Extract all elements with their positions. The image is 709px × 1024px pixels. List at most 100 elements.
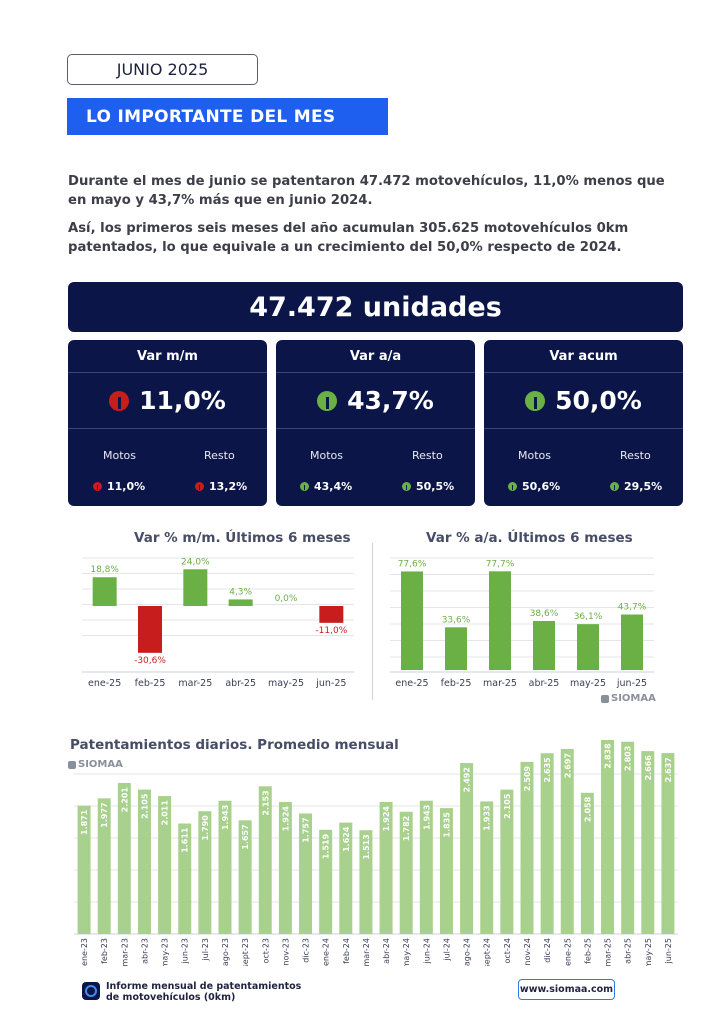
motos-value: 11,0% bbox=[93, 480, 145, 493]
bar bbox=[520, 761, 534, 934]
bar bbox=[401, 571, 423, 670]
data-label: 4,3% bbox=[229, 587, 252, 597]
card-breakdown: Motos Resto 50,6% 29,5% bbox=[484, 429, 683, 506]
bar bbox=[339, 822, 353, 934]
tick-label: ene-25 bbox=[88, 678, 121, 689]
data-label: 2.697 bbox=[563, 753, 572, 778]
tick-label: mar-25 bbox=[604, 938, 613, 966]
data-label: 1.924 bbox=[382, 806, 391, 832]
card-var-aa: Var a/a 43,7% Motos Resto 43,4% 50,5% bbox=[276, 340, 475, 506]
bar bbox=[178, 823, 192, 934]
bar bbox=[218, 800, 232, 934]
card-var-acum: Var acum 50,0% Motos Resto 50,6% 29,5% bbox=[484, 340, 683, 506]
tick-label: jul-24 bbox=[442, 938, 451, 962]
data-label: 2.635 bbox=[543, 757, 552, 783]
tick-label: ago-24 bbox=[463, 938, 472, 966]
bar bbox=[533, 620, 555, 670]
siomaa-logo-icon bbox=[601, 694, 609, 703]
motos-label: Motos bbox=[518, 449, 551, 462]
bar bbox=[92, 577, 117, 606]
tick-label: ene-25 bbox=[395, 678, 428, 689]
data-label: 1.943 bbox=[221, 805, 230, 830]
bar bbox=[500, 789, 514, 934]
data-label: 38,6% bbox=[530, 609, 559, 619]
bar bbox=[577, 624, 599, 670]
bar bbox=[489, 571, 511, 670]
resto-value: 13,2% bbox=[195, 480, 247, 493]
resto-value-text: 29,5% bbox=[624, 480, 663, 493]
tick-label: feb-25 bbox=[583, 938, 592, 964]
data-label: 77,6% bbox=[398, 559, 427, 569]
data-label: 1.624 bbox=[342, 826, 351, 852]
motos-value-text: 50,6% bbox=[522, 480, 561, 493]
bar bbox=[661, 753, 675, 934]
data-label: 1.611 bbox=[181, 827, 190, 853]
up-arrow-icon bbox=[610, 482, 619, 491]
tick-label: may-25 bbox=[570, 678, 606, 689]
bar bbox=[580, 792, 594, 934]
tick-label: oct-24 bbox=[503, 938, 512, 964]
data-label: 33,6% bbox=[442, 615, 471, 625]
data-label: 43,7% bbox=[618, 603, 647, 613]
resto-label: Resto bbox=[204, 449, 235, 462]
tick-label: may-24 bbox=[402, 938, 411, 966]
data-label: 18,8% bbox=[90, 565, 119, 575]
motos-value: 43,4% bbox=[300, 480, 352, 493]
resto-value-text: 50,5% bbox=[416, 480, 455, 493]
tick-label: mar-23 bbox=[120, 938, 129, 966]
motos-label: Motos bbox=[103, 449, 136, 462]
data-label: 1.933 bbox=[483, 805, 492, 830]
tick-label: ene-25 bbox=[563, 938, 572, 966]
down-arrow-icon bbox=[109, 390, 130, 411]
bar bbox=[77, 805, 91, 934]
website-link[interactable]: www.siomaa.com bbox=[518, 979, 615, 1000]
bar bbox=[138, 606, 162, 653]
motos-value-text: 43,4% bbox=[314, 480, 353, 493]
motos-value-text: 11,0% bbox=[107, 480, 146, 493]
data-label: 1.757 bbox=[302, 817, 311, 842]
card-title: Var m/m bbox=[68, 340, 267, 373]
data-label: 2.492 bbox=[463, 767, 472, 792]
data-label: 2.637 bbox=[664, 757, 673, 782]
data-label: 1.513 bbox=[362, 834, 371, 859]
bar bbox=[278, 802, 292, 934]
chart-aa-title: Var % a/a. Últimos 6 meses bbox=[426, 530, 633, 546]
siomaa-logo-icon bbox=[68, 760, 76, 769]
data-label: 2.838 bbox=[604, 743, 613, 769]
tick-label: jun-25 bbox=[315, 678, 346, 689]
data-label: 2.153 bbox=[261, 790, 270, 815]
footer-line-2: de motovehículos (0km) bbox=[106, 992, 236, 1003]
bar bbox=[258, 786, 272, 934]
up-arrow-icon bbox=[300, 482, 309, 491]
card-title: Var acum bbox=[484, 340, 683, 373]
tick-label: may-25 bbox=[644, 938, 653, 966]
tick-label: abr-23 bbox=[140, 938, 149, 964]
bar bbox=[137, 789, 151, 934]
card-value: 11,0% bbox=[139, 386, 226, 415]
resto-value: 50,5% bbox=[402, 480, 454, 493]
siomaa-logo: SIOMAA bbox=[601, 693, 656, 704]
chart-divider bbox=[372, 543, 373, 700]
bar bbox=[480, 801, 494, 934]
card-main-value: 11,0% bbox=[68, 373, 267, 429]
bar bbox=[238, 820, 252, 934]
card-breakdown: Motos Resto 43,4% 50,5% bbox=[276, 429, 475, 506]
data-label: 2.666 bbox=[644, 755, 653, 781]
tick-label: jun-25 bbox=[616, 678, 647, 689]
tick-label: mar-25 bbox=[178, 678, 212, 689]
siomaa-logo-text: SIOMAA bbox=[78, 759, 123, 770]
up-arrow-icon bbox=[508, 482, 517, 491]
data-label: 24,0% bbox=[181, 557, 210, 567]
tick-label: jul-23 bbox=[201, 938, 210, 962]
tick-label: dic-24 bbox=[543, 938, 552, 963]
data-label: 1.782 bbox=[402, 816, 411, 841]
bar bbox=[601, 740, 615, 934]
data-label: 1.871 bbox=[80, 809, 89, 835]
data-label: 2.058 bbox=[583, 796, 592, 822]
card-main-value: 50,0% bbox=[484, 373, 683, 429]
bar bbox=[299, 813, 313, 934]
data-label: 2.105 bbox=[140, 793, 149, 819]
tick-label: jun-25 bbox=[664, 938, 673, 964]
bar bbox=[621, 741, 635, 934]
total-units-banner: 47.472 unidades bbox=[68, 282, 683, 332]
